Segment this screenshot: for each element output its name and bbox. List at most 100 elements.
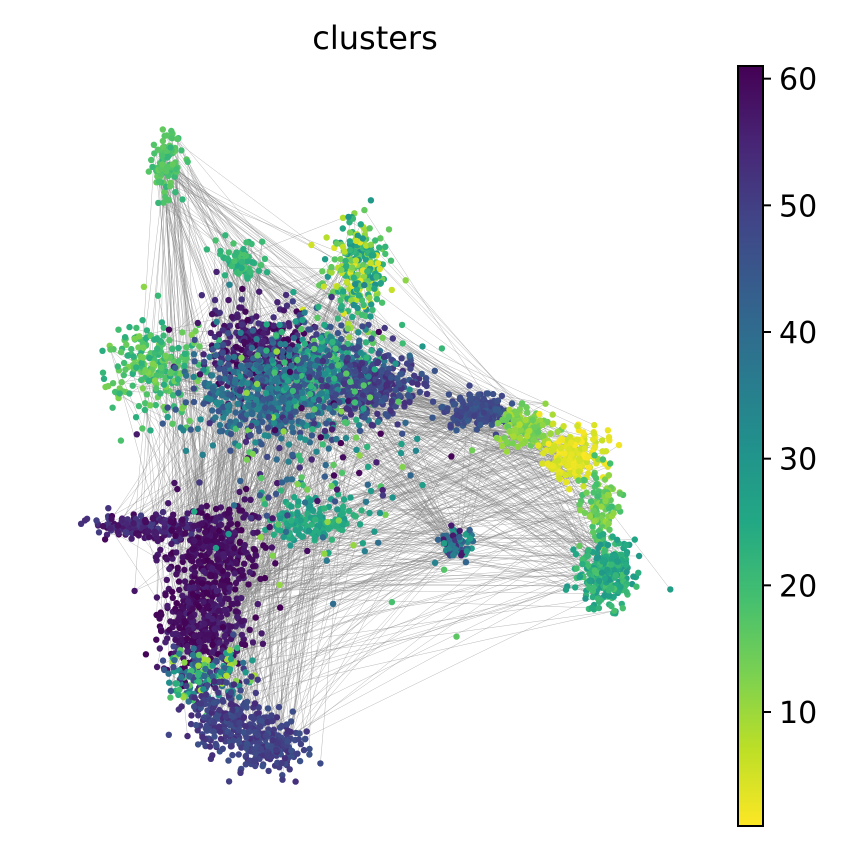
cell-point [210, 387, 217, 394]
cell-point [214, 556, 221, 563]
cell-point [109, 380, 117, 387]
cell-point [212, 237, 219, 244]
cell-point [245, 401, 252, 409]
cell-point [357, 221, 364, 228]
cell-point [247, 268, 254, 275]
cell-point [346, 362, 354, 369]
cell-point [243, 239, 250, 246]
cell-point [608, 561, 615, 568]
cell-point [268, 404, 275, 411]
cell-point [341, 418, 349, 426]
cell-point [554, 428, 561, 435]
cell-point [213, 268, 220, 276]
cell-point [310, 396, 317, 403]
graph-edge [248, 256, 618, 562]
cell-point [142, 366, 149, 374]
cell-point [190, 373, 197, 381]
cell-point [99, 369, 107, 376]
cell-point [307, 326, 314, 333]
cell-point [331, 256, 338, 263]
cell-point [168, 526, 175, 534]
cell-point [398, 321, 406, 329]
cell-point [243, 411, 251, 418]
cell-point [310, 507, 317, 514]
cell-point [238, 304, 245, 311]
cell-point [172, 406, 179, 413]
cell-point [236, 507, 243, 514]
cell-point [633, 583, 640, 590]
cell-point [581, 445, 588, 452]
cell-point [305, 527, 313, 534]
cell-point [230, 240, 237, 247]
cell-point [584, 552, 591, 560]
cell-point [572, 584, 579, 591]
cell-point [356, 521, 364, 528]
cell-point [293, 373, 300, 381]
cell-point [361, 281, 368, 289]
cell-point [212, 352, 219, 359]
cell-point [511, 426, 519, 433]
cell-point [242, 308, 249, 315]
cell-point [315, 303, 322, 311]
graph-edge [193, 509, 581, 695]
cell-point [225, 296, 232, 304]
cell-point [472, 399, 479, 407]
cell-point [542, 400, 549, 407]
cell-point [238, 321, 245, 328]
graph-edge [309, 517, 315, 750]
cell-point [489, 390, 497, 398]
cell-point [445, 391, 453, 398]
cell-point [231, 570, 238, 577]
cell-point [234, 314, 241, 321]
cell-point [213, 399, 220, 406]
chart-title: clusters [312, 19, 438, 57]
graph-edge [160, 168, 595, 522]
cell-point [382, 411, 389, 418]
cell-point [550, 420, 557, 427]
graph-edge [234, 610, 615, 663]
cell-point [207, 329, 214, 337]
cell-point [175, 357, 182, 365]
cell-point [631, 536, 638, 543]
graph-edge [449, 444, 620, 556]
cell-point [184, 158, 191, 165]
cell-point [271, 377, 278, 384]
cell-point [567, 439, 575, 446]
cell-point [160, 324, 167, 331]
cell-point [591, 472, 598, 479]
cell-point [265, 395, 272, 402]
cell-point [302, 436, 309, 443]
cell-point [340, 344, 347, 351]
cell-point [179, 196, 186, 203]
cell-point [277, 515, 284, 522]
cell-point [225, 391, 232, 398]
cell-point [190, 398, 198, 406]
cell-point [157, 364, 165, 371]
cell-point [196, 343, 203, 350]
cell-point [362, 339, 370, 346]
cell-point [581, 509, 588, 517]
cell-point [429, 414, 436, 421]
cell-point [454, 420, 461, 427]
cell-point [281, 341, 289, 348]
graph-edge [249, 445, 539, 732]
cell-point [536, 410, 543, 418]
cell-point [211, 296, 219, 304]
cell-point [114, 363, 122, 370]
cell-point [216, 421, 224, 429]
cell-point [382, 243, 389, 250]
cell-point [340, 503, 347, 510]
cell-point [227, 430, 235, 438]
cell-point [334, 329, 342, 337]
graph-edge [221, 573, 622, 578]
cell-point [494, 420, 502, 427]
cell-point [562, 586, 570, 593]
graph-edge [310, 385, 596, 537]
cell-point [174, 135, 181, 143]
cell-point [333, 523, 340, 530]
cell-point [114, 522, 122, 529]
cell-point [197, 416, 204, 423]
cell-point [248, 240, 255, 248]
cell-point [172, 532, 179, 539]
cell-point [257, 365, 264, 372]
